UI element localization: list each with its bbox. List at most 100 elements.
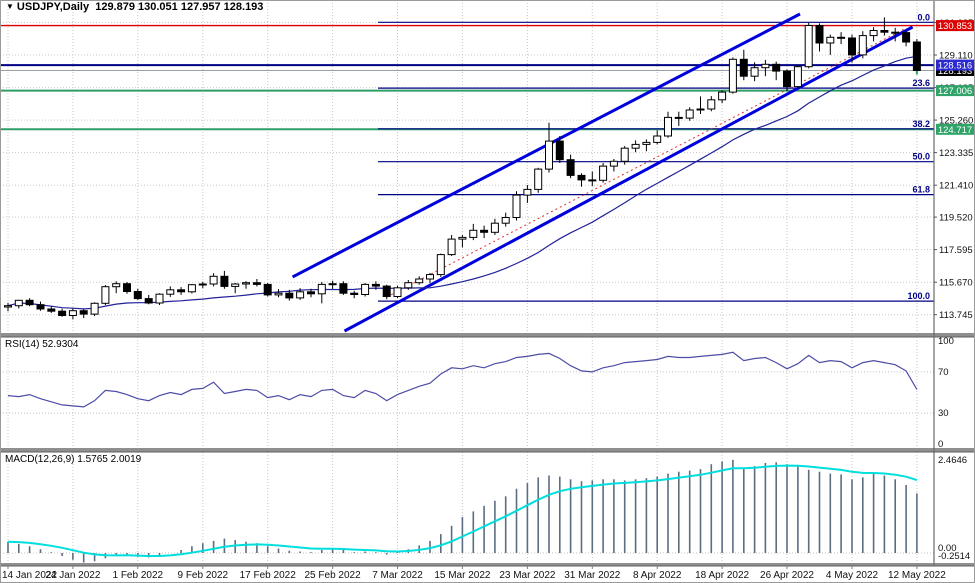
candle — [166, 289, 175, 295]
candle — [187, 284, 196, 293]
pane-separator[interactable] — [0, 448, 975, 452]
fib-level-label: 0.0 — [917, 12, 930, 22]
price-tick-label: 113.745 — [939, 310, 973, 321]
pane-separator[interactable] — [0, 563, 975, 566]
candle — [642, 141, 651, 145]
date-label: 25 Feb 2022 — [305, 570, 362, 581]
candle — [750, 67, 759, 77]
rsi-tick-label: 100 — [938, 336, 954, 347]
candle — [783, 70, 791, 88]
candle — [728, 58, 737, 93]
candle — [545, 140, 553, 170]
channel-lower[interactable] — [343, 25, 914, 333]
candle — [36, 304, 45, 310]
candle — [469, 229, 478, 238]
date-label: 9 Feb 2022 — [177, 570, 228, 581]
candle — [361, 283, 370, 295]
candle — [480, 229, 489, 233]
price-badge — [936, 123, 974, 135]
date-label: 4 May 2022 — [826, 570, 879, 581]
candle — [371, 283, 380, 287]
candle — [848, 37, 856, 56]
rsi-tick-label: 30 — [938, 408, 949, 419]
date-label: 17 Feb 2022 — [240, 570, 297, 581]
candle — [653, 135, 662, 143]
candle — [328, 283, 337, 286]
price-axis[interactable]: 131.035129.110127.185125.260123.335121.4… — [933, 0, 974, 566]
candle — [512, 194, 521, 219]
candle — [447, 238, 456, 256]
candle — [177, 289, 186, 293]
candle — [436, 254, 445, 276]
candle — [718, 91, 727, 101]
fib-level-label: 50.0 — [912, 152, 930, 162]
candle — [588, 179, 597, 182]
date-label: 23 Mar 2022 — [499, 570, 556, 581]
macd-tick-label: 0.00 — [938, 543, 957, 554]
candle — [68, 310, 77, 317]
symbol-dropdown-icon[interactable]: ▼ — [6, 2, 14, 11]
pane-separator[interactable] — [0, 333, 975, 337]
macd-tick-label: 2.4646 — [938, 455, 967, 466]
rsi-tick-label: 70 — [938, 367, 949, 378]
price-badge — [936, 59, 974, 71]
candle — [793, 66, 802, 88]
candle — [609, 160, 618, 167]
candle — [858, 35, 867, 56]
candle — [133, 291, 142, 300]
candle — [339, 283, 348, 294]
date-label: 8 Apr 2022 — [633, 570, 682, 581]
rsi-tick-label: 0 — [938, 439, 943, 450]
candle — [220, 275, 229, 287]
rsi-indicator-label: RSI(14) 52.9304 — [5, 339, 79, 350]
price-badge — [936, 85, 974, 97]
candle — [404, 282, 413, 289]
ohlc-readout: 129.879 130.051 127.957 128.193 — [95, 1, 264, 13]
candle — [837, 36, 846, 39]
price-tick-label: 121.410 — [939, 181, 973, 192]
date-label: 14 Jan 2022 — [2, 570, 57, 581]
candle — [739, 58, 748, 77]
candle — [123, 283, 131, 293]
candle — [112, 283, 121, 288]
candle — [566, 159, 575, 176]
price-tick-label: 123.335 — [939, 148, 973, 159]
grid — [0, 0, 934, 563]
candle — [426, 274, 434, 280]
candle — [620, 147, 629, 162]
macd-indicator-label: MACD(12,26,9) 1.5765 2.0019 — [5, 454, 142, 465]
candle — [317, 283, 326, 295]
candle — [674, 116, 683, 119]
candle — [490, 222, 499, 233]
symbol-timeframe-label: USDJPY,Daily — [16, 1, 90, 13]
candle — [90, 302, 99, 315]
date-label: 7 Mar 2022 — [372, 570, 423, 581]
date-label: 1 Feb 2022 — [112, 570, 163, 581]
candle — [296, 291, 305, 299]
candle — [307, 291, 315, 295]
candle — [155, 293, 164, 304]
price-badge — [936, 20, 974, 32]
price-badge-label: 124.717 — [938, 125, 972, 136]
candle — [707, 99, 716, 110]
fibonacci-retracement[interactable]: 0.0 23.6 38.2 50.0 61.8 100.0 — [378, 12, 934, 302]
candle — [263, 283, 272, 296]
price-tick-label: 125.260 — [939, 116, 973, 127]
candle — [631, 143, 640, 149]
candle — [231, 283, 240, 287]
candle — [209, 275, 218, 285]
candle — [393, 287, 402, 297]
price-badge-label: 127.006 — [938, 86, 972, 97]
candle — [577, 174, 586, 181]
candle — [826, 36, 835, 44]
candle — [47, 308, 56, 312]
date-label: 31 Mar 2022 — [564, 570, 621, 581]
candle — [25, 299, 34, 306]
candle — [869, 30, 878, 37]
fib-level-label: 23.6 — [912, 78, 930, 88]
candle — [458, 236, 467, 240]
